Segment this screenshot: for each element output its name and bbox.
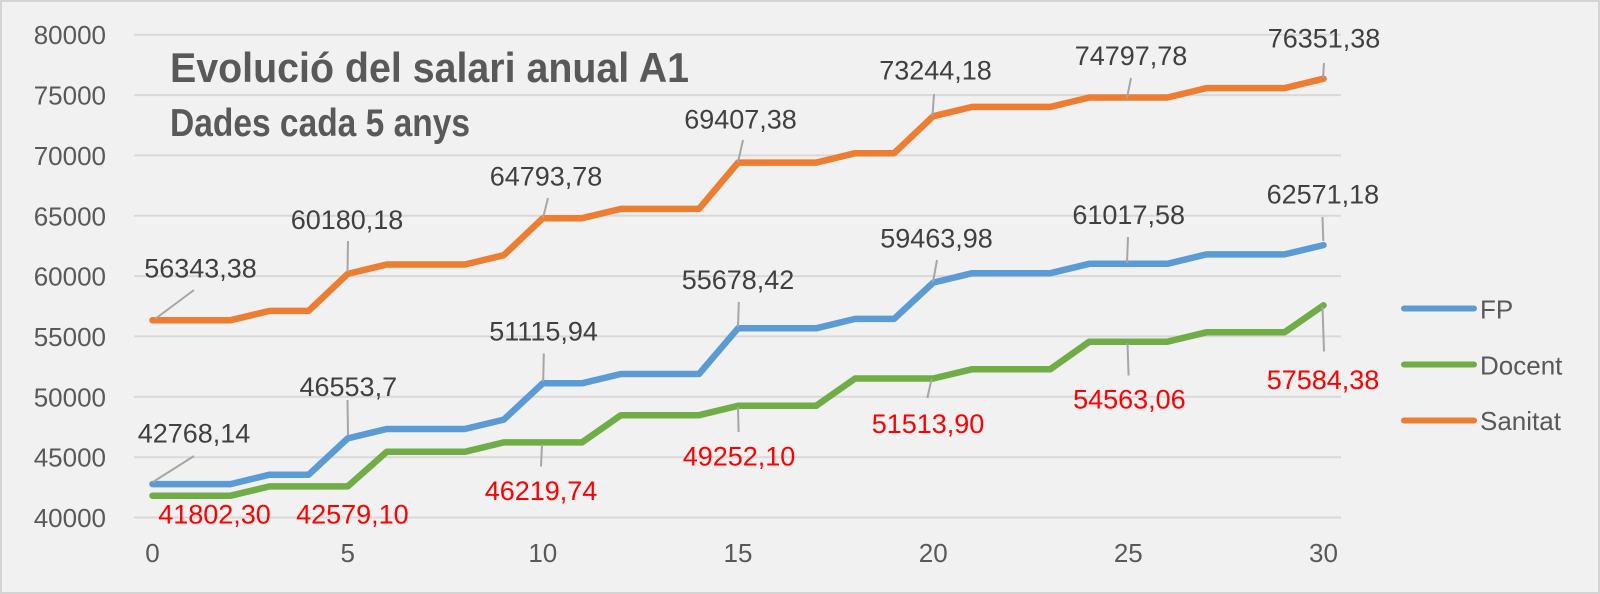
svg-text:75000: 75000 — [34, 81, 106, 111]
svg-text:55000: 55000 — [34, 322, 106, 352]
svg-text:FP: FP — [1480, 295, 1513, 325]
svg-text:49252,10: 49252,10 — [683, 441, 796, 471]
svg-text:20: 20 — [919, 538, 948, 568]
svg-text:64793,78: 64793,78 — [490, 162, 603, 192]
svg-text:50000: 50000 — [34, 382, 106, 412]
svg-text:10: 10 — [528, 538, 557, 568]
svg-text:80000: 80000 — [34, 20, 106, 50]
svg-text:45000: 45000 — [34, 443, 106, 473]
svg-text:57584,38: 57584,38 — [1267, 365, 1380, 395]
svg-text:55678,42: 55678,42 — [682, 265, 795, 295]
svg-text:59463,98: 59463,98 — [880, 224, 993, 254]
svg-text:54563,06: 54563,06 — [1073, 384, 1186, 414]
svg-text:51513,90: 51513,90 — [872, 409, 985, 439]
svg-text:Evolució del salari anual A1: Evolució del salari anual A1 — [170, 44, 689, 91]
svg-text:61017,58: 61017,58 — [1072, 200, 1185, 230]
svg-text:46553,7: 46553,7 — [299, 372, 397, 402]
svg-text:41802,30: 41802,30 — [158, 500, 271, 530]
svg-text:30: 30 — [1309, 538, 1338, 568]
svg-text:65000: 65000 — [34, 201, 106, 231]
svg-text:73244,18: 73244,18 — [879, 56, 992, 86]
svg-text:25: 25 — [1114, 538, 1143, 568]
svg-text:74797,78: 74797,78 — [1075, 41, 1188, 71]
svg-text:51115,94: 51115,94 — [489, 317, 598, 347]
svg-text:69407,38: 69407,38 — [684, 105, 797, 135]
svg-text:60000: 60000 — [34, 262, 106, 292]
svg-text:40000: 40000 — [34, 503, 106, 533]
svg-text:76351,38: 76351,38 — [1268, 24, 1381, 54]
svg-text:42768,14: 42768,14 — [138, 419, 251, 449]
svg-text:56343,38: 56343,38 — [144, 254, 257, 284]
svg-text:70000: 70000 — [34, 141, 106, 171]
svg-text:5: 5 — [340, 538, 354, 568]
svg-text:46219,74: 46219,74 — [485, 476, 598, 506]
svg-text:15: 15 — [724, 538, 753, 568]
svg-text:0: 0 — [145, 538, 159, 568]
svg-text:Sanitat: Sanitat — [1480, 406, 1562, 436]
svg-text:Dades cada 5 anys: Dades cada 5 anys — [170, 102, 470, 145]
svg-text:42579,10: 42579,10 — [296, 500, 409, 530]
svg-text:Docent: Docent — [1480, 351, 1563, 381]
svg-text:62571,18: 62571,18 — [1267, 180, 1380, 210]
svg-text:60180,18: 60180,18 — [291, 205, 404, 235]
